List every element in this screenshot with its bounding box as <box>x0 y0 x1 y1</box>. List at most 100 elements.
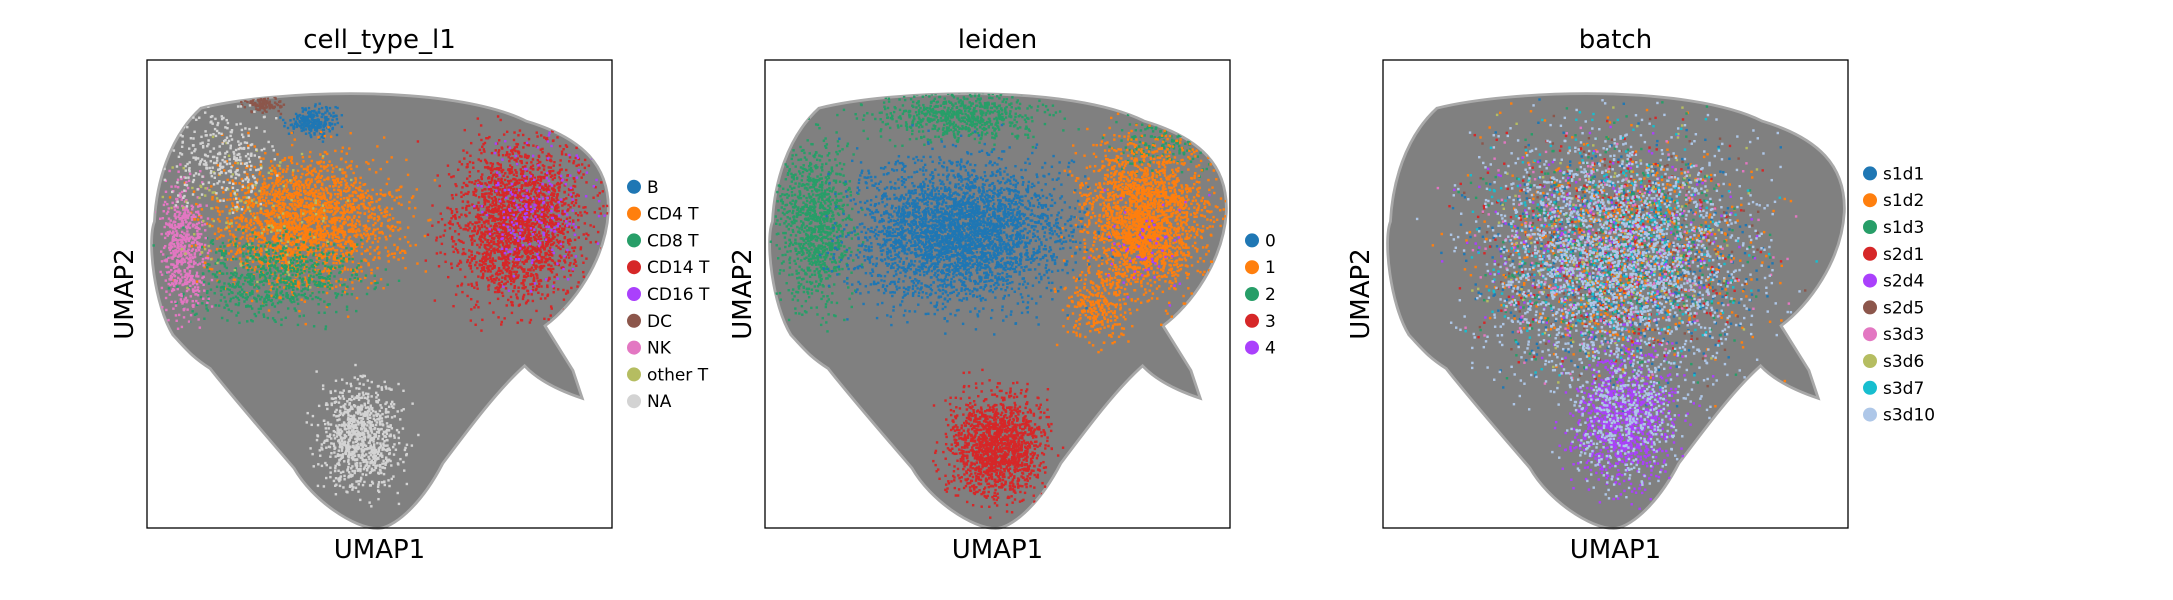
point <box>299 218 302 221</box>
point <box>490 204 493 208</box>
point <box>289 214 292 217</box>
point <box>560 256 563 259</box>
point <box>492 225 496 228</box>
point <box>296 204 300 208</box>
point <box>583 210 587 214</box>
point <box>541 241 544 244</box>
point <box>338 181 341 185</box>
point <box>310 233 313 237</box>
point <box>226 244 230 247</box>
point <box>281 249 284 253</box>
point <box>271 164 274 168</box>
point <box>266 232 269 235</box>
point <box>304 224 308 228</box>
point <box>244 229 248 232</box>
point <box>267 309 271 312</box>
point <box>522 179 526 183</box>
point <box>306 220 309 224</box>
point <box>553 173 557 177</box>
point <box>546 284 549 287</box>
point <box>501 224 504 227</box>
point <box>535 250 539 253</box>
point <box>314 103 317 106</box>
point <box>556 288 560 291</box>
point <box>218 249 221 253</box>
point <box>553 192 556 196</box>
point <box>566 174 569 177</box>
point <box>583 158 587 162</box>
point <box>443 223 447 227</box>
point <box>554 200 557 203</box>
point <box>466 229 470 232</box>
point <box>299 261 302 264</box>
point <box>240 288 244 291</box>
point <box>330 232 333 235</box>
point <box>460 163 464 166</box>
point <box>245 252 248 256</box>
point <box>516 193 519 197</box>
point <box>295 124 299 127</box>
point <box>551 221 554 224</box>
point <box>280 234 284 238</box>
point <box>307 114 311 117</box>
point <box>247 200 250 204</box>
point <box>307 111 310 114</box>
point <box>518 203 522 206</box>
point <box>168 196 172 199</box>
point <box>570 254 573 257</box>
point <box>260 274 263 277</box>
point <box>367 210 371 213</box>
point <box>292 235 295 239</box>
point <box>467 283 470 286</box>
point <box>313 110 316 113</box>
point <box>309 193 312 196</box>
point <box>513 270 516 274</box>
point <box>314 119 318 122</box>
point <box>406 226 410 229</box>
point <box>532 216 536 219</box>
series-CD14 T <box>416 105 609 349</box>
point <box>499 193 503 197</box>
point <box>506 237 509 241</box>
point <box>242 228 245 232</box>
point <box>492 277 496 281</box>
point <box>303 239 306 242</box>
point <box>520 161 523 165</box>
point <box>248 183 251 186</box>
point <box>471 243 474 246</box>
point <box>502 213 506 217</box>
point <box>330 283 333 287</box>
point <box>320 135 324 139</box>
point <box>332 257 336 261</box>
point <box>309 114 312 117</box>
point <box>282 202 285 205</box>
point <box>558 254 562 257</box>
point <box>317 136 320 139</box>
point <box>506 267 510 271</box>
point <box>516 196 519 200</box>
point <box>564 292 568 295</box>
point <box>223 296 226 299</box>
point <box>555 273 558 276</box>
point <box>299 253 302 257</box>
point <box>543 229 547 233</box>
point <box>329 220 332 224</box>
point <box>295 226 298 230</box>
point <box>227 308 231 311</box>
point <box>363 228 366 231</box>
point <box>222 287 225 291</box>
point <box>503 276 507 280</box>
point <box>510 168 513 171</box>
point <box>345 260 348 263</box>
point <box>195 312 198 316</box>
point <box>370 268 373 272</box>
point <box>388 253 391 256</box>
point <box>343 218 347 221</box>
point <box>277 311 280 314</box>
point <box>291 282 294 285</box>
point <box>527 192 530 196</box>
point <box>266 316 270 320</box>
point <box>320 174 324 178</box>
point <box>277 210 280 213</box>
point <box>325 239 329 242</box>
